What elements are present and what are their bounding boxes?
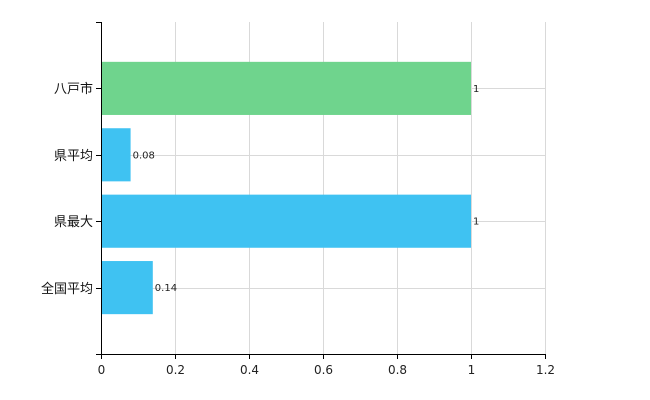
bar-3 [101,261,153,315]
x-tick-label-5: 1 [468,363,476,377]
x-tick-label-3: 0.6 [314,363,333,377]
x-tick-label-4: 0.8 [388,363,407,377]
x-tick-label-2: 0.4 [240,363,259,377]
x-tick-label-1: 0.2 [166,363,185,377]
category-label-2: 県最大 [54,215,93,230]
bars [101,61,471,315]
category-label-3: 全国平均 [41,281,93,297]
x-tick-label-6: 1.2 [536,363,555,377]
x-tick-label-0: 0 [98,363,106,377]
bar-0 [101,61,471,115]
data-label-0: 1 [473,84,479,95]
data-label-1: 0.08 [133,150,155,161]
category-label-1: 県平均 [54,149,93,164]
axes [96,22,546,359]
bar-2 [101,194,471,248]
data-label-3: 0.14 [155,283,177,294]
data-label-2: 1 [473,217,479,228]
category-label-0: 八戸市 [54,81,93,97]
bar-1 [101,128,131,182]
